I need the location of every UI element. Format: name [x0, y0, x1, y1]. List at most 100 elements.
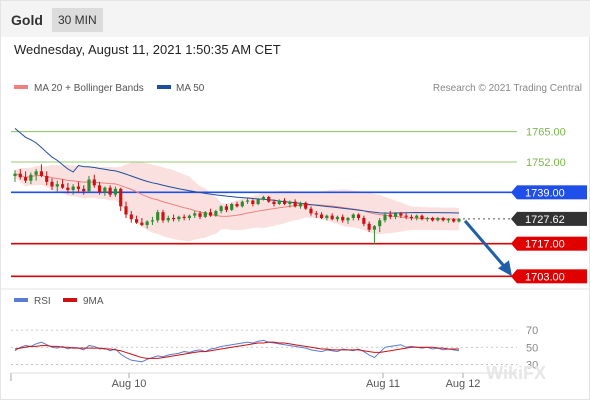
candle-body	[208, 212, 213, 216]
candle-body	[314, 213, 318, 215]
candle-body	[161, 212, 165, 221]
candle-body	[187, 215, 192, 218]
candle-body	[399, 213, 403, 216]
candle-body	[134, 219, 139, 223]
rsi-ma-line	[14, 341, 459, 359]
level-tag-1739.00	[517, 185, 587, 200]
rsi-axis-label-70: 70	[526, 325, 538, 337]
candle-body	[18, 173, 22, 178]
candle-body	[171, 218, 176, 220]
candle-body	[335, 216, 340, 220]
candle-body	[230, 204, 234, 210]
level-lines	[11, 131, 517, 278]
candle-body	[66, 187, 70, 190]
candle-body	[325, 215, 329, 218]
candle-body	[452, 219, 456, 222]
candle-body	[356, 214, 361, 218]
rsi-ma-legend-label: 9MA	[83, 296, 104, 307]
candle-body	[13, 173, 17, 176]
candle-body	[409, 216, 414, 218]
forecast-arrow-head	[498, 260, 512, 277]
level-tag-1727.62	[517, 211, 587, 226]
candle-body	[23, 177, 28, 181]
level-tag-pointer-1739.00	[511, 185, 517, 200]
ma20-swatch	[14, 85, 28, 89]
candle-body	[267, 197, 271, 202]
candle-body	[45, 176, 49, 182]
chart-datetime: Wednesday, August 11, 2021 1:50:35 AM CE…	[14, 42, 281, 57]
level-label-1765.00: 1765.00	[526, 127, 566, 139]
candle-body	[224, 206, 229, 210]
candle-body	[393, 213, 398, 217]
timeframe-button[interactable]: 30 MIN	[52, 8, 103, 32]
rsi-legend: RSI 9MA	[14, 296, 104, 307]
candle-body	[71, 186, 75, 190]
candle-body	[341, 216, 345, 221]
candle-body	[156, 212, 160, 221]
candle-body	[39, 171, 44, 176]
candle-body	[108, 187, 112, 195]
candle-body	[198, 213, 202, 217]
candle-body	[256, 199, 260, 204]
candle-body	[129, 214, 133, 220]
candle-body	[415, 215, 419, 218]
candle-body	[420, 215, 424, 220]
candle-body	[82, 188, 86, 192]
ma20-legend-label: MA 20 + Bollinger Bands	[34, 83, 144, 94]
level-tag-pointer-1717.00	[511, 236, 517, 251]
candle-body	[145, 221, 149, 225]
level-labels: 1765.00 1752.00 1739.00 1727.62 1717.00 1703.…	[511, 127, 587, 284]
rsi-panel: 70 50 30	[11, 325, 538, 371]
candle-body	[288, 201, 292, 204]
header-bar: Gold 30 MIN	[1, 1, 590, 37]
candle-body	[214, 211, 218, 216]
candle-body	[219, 206, 223, 211]
candle-body	[50, 181, 54, 187]
candle-body	[235, 204, 239, 207]
level-tag-pointer-1703.00	[511, 269, 517, 284]
bollinger-band	[15, 161, 459, 242]
candle-body	[298, 202, 303, 207]
candle-body	[60, 184, 65, 188]
candle-body	[457, 218, 461, 222]
level-tag-1717.00	[517, 236, 587, 251]
candle-body	[203, 212, 207, 217]
candle-body	[441, 218, 445, 221]
rsi-legend-label: RSI	[34, 296, 51, 307]
rsi-ma-swatch	[63, 298, 77, 302]
candles	[13, 164, 461, 244]
candle-body	[182, 216, 186, 218]
ma50-swatch	[157, 85, 171, 89]
candle-body	[430, 218, 435, 221]
candle-body	[92, 179, 96, 186]
candle-body	[425, 218, 429, 220]
x-tick-label: Aug 11	[366, 378, 400, 390]
candle-body	[97, 185, 102, 193]
candle-body	[119, 188, 123, 207]
candle-body	[124, 206, 128, 215]
candle-body	[304, 202, 308, 209]
candle-body	[272, 201, 276, 204]
level-tag-1703.00	[517, 269, 587, 284]
forecast-arrow	[463, 219, 512, 277]
candle-body	[330, 215, 334, 220]
level-label-1727.62: 1727.62	[525, 214, 565, 226]
candle-body	[404, 215, 408, 217]
credit-text: Research © 2021 Trading Central	[433, 83, 582, 94]
rsi-axis-label-30: 30	[526, 359, 538, 371]
candle-body	[319, 214, 324, 218]
candle-body	[34, 171, 38, 175]
level-label-1752.00: 1752.00	[526, 157, 566, 169]
candle-body	[261, 197, 266, 200]
level-label-1739.00: 1739.00	[525, 187, 565, 199]
rsi-line	[14, 339, 460, 363]
candle-body	[446, 219, 451, 221]
candle-body	[282, 200, 287, 204]
candle-body	[277, 200, 281, 204]
level-tag-pointer-1727.62	[511, 211, 517, 226]
candle-body	[383, 214, 387, 221]
candle-body	[55, 184, 59, 187]
level-label-1717.00: 1717.00	[525, 239, 565, 251]
